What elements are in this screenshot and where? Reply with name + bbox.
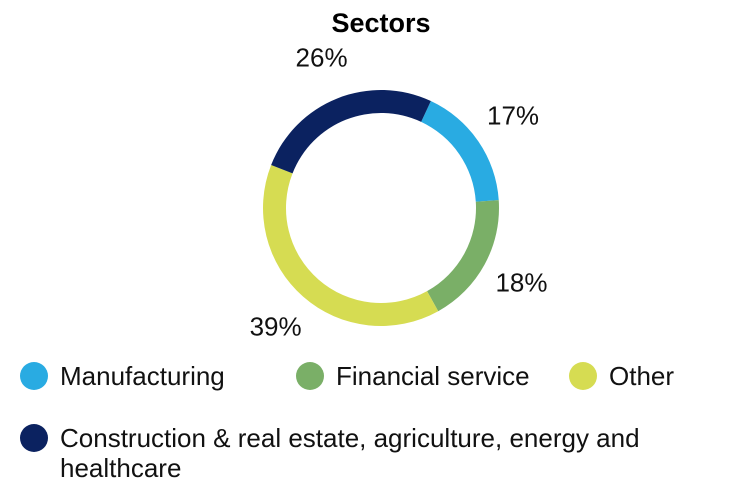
legend-label: Other: [609, 361, 675, 391]
legend-item: Manufacturing: [20, 361, 225, 391]
chart-title: Sectors: [331, 8, 430, 38]
donut-segment: [427, 200, 499, 312]
legend-label: Financial service: [336, 361, 530, 391]
legend-swatch: [296, 362, 324, 390]
legend-swatch: [20, 362, 48, 390]
data-label: 18%: [495, 267, 547, 297]
legend-item: Construction & real estate, agriculture,…: [20, 423, 740, 483]
legend-label: Manufacturing: [60, 361, 225, 391]
legend-swatch: [569, 362, 597, 390]
data-label: 17%: [487, 100, 539, 130]
chart: Sectors 17% 18% 39% 26%: [250, 8, 548, 340]
legend-label: Construction & real estate, agriculture,…: [60, 423, 640, 483]
legend-item: Other: [569, 361, 674, 391]
legend-item: Financial service: [296, 361, 530, 391]
donut-segment: [421, 101, 499, 202]
data-label: 39%: [250, 311, 302, 340]
legend-swatch: [20, 424, 48, 452]
data-label: 26%: [296, 42, 348, 72]
donut-segment: [271, 89, 431, 174]
donut-segment: [262, 164, 439, 327]
